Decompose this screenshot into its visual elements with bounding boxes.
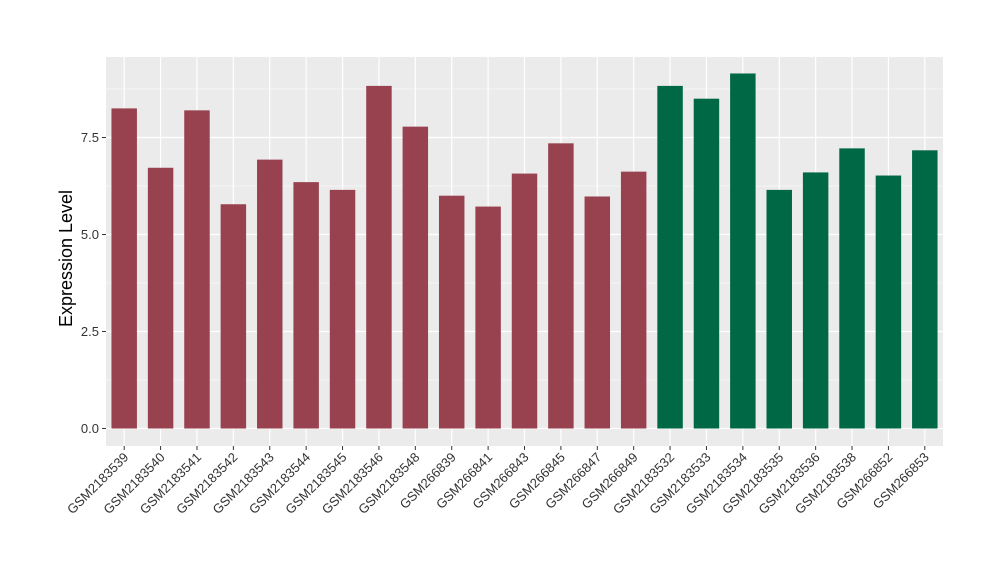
bar-GSM2183546 (366, 85, 392, 429)
bar-GSM2183544 (293, 182, 319, 429)
bar-GSM2183532 (657, 85, 683, 429)
bar-GSM2183534 (730, 73, 756, 429)
y-axis: 0.0 2.5 5.0 7.5 (81, 130, 106, 436)
bar-GSM266839 (438, 195, 465, 429)
bar-GSM266853 (912, 150, 938, 429)
bar-GSM266845 (548, 143, 574, 429)
bar-GSM2183536 (802, 172, 829, 429)
bar-GSM2183538 (839, 148, 865, 429)
bar-GSM266849 (620, 171, 647, 429)
bar-GSM2183545 (329, 189, 356, 429)
y-tick-label: 0.0 (81, 421, 99, 436)
y-tick-label: 2.5 (81, 324, 99, 339)
bar-GSM2183535 (766, 189, 792, 429)
bar-GSM266841 (475, 206, 501, 429)
bar-GSM2183543 (257, 159, 283, 429)
bars (111, 73, 938, 429)
y-tick-label: 7.5 (81, 130, 99, 145)
bar-GSM2183540 (147, 167, 174, 429)
bar-GSM266843 (511, 173, 538, 429)
x-axis: GSM2183539GSM2183540GSM2183541GSM2183542… (64, 446, 932, 517)
y-axis-title: Expression Level (56, 190, 76, 327)
x-tick-label: GSM2183539 (64, 450, 131, 517)
bar-GSM266852 (875, 175, 902, 429)
bar-GSM2183548 (402, 126, 429, 429)
bar-GSM2183541 (184, 110, 210, 429)
bar-GSM2183539 (111, 108, 137, 429)
bar-GSM2183533 (693, 98, 720, 429)
bar-GSM2183542 (220, 204, 247, 429)
bar-GSM266847 (584, 196, 611, 429)
y-tick-label: 5.0 (81, 227, 99, 242)
